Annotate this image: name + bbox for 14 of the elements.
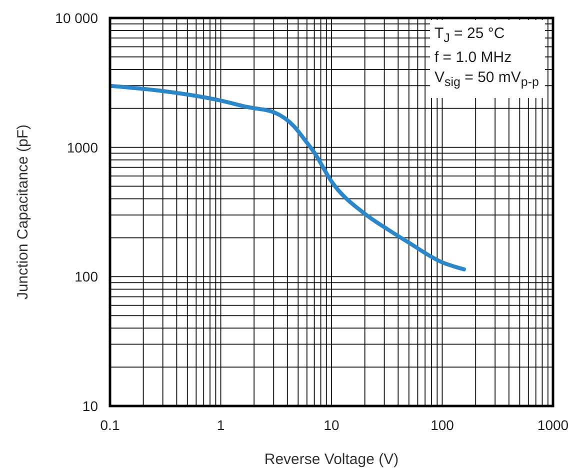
annotation: f = 1.0 MHz (434, 48, 513, 68)
x-tick-label: 0.1 (100, 416, 120, 433)
x-tick-label: 100 (430, 416, 454, 433)
annotation: V$_{sig}$ = 50 mV$_{p-p}$ (434, 68, 539, 91)
annotation: T$_{J}$ = 25 °C (434, 24, 506, 47)
x-tick-label: 10 (324, 416, 340, 433)
x-tick-label: 1000 (537, 416, 569, 433)
x-axis-title: Reverse Voltage (V) (264, 451, 399, 468)
y-tick-label: 10 000 (55, 10, 98, 26)
y-tick-label: 10 (82, 398, 98, 414)
x-tick-label: 1 (216, 416, 225, 433)
y-axis-title: Junction Capacitance (pF) (14, 124, 32, 300)
y-tick-label: 100 (74, 268, 98, 285)
y-tick-label: 1000 (66, 139, 98, 156)
